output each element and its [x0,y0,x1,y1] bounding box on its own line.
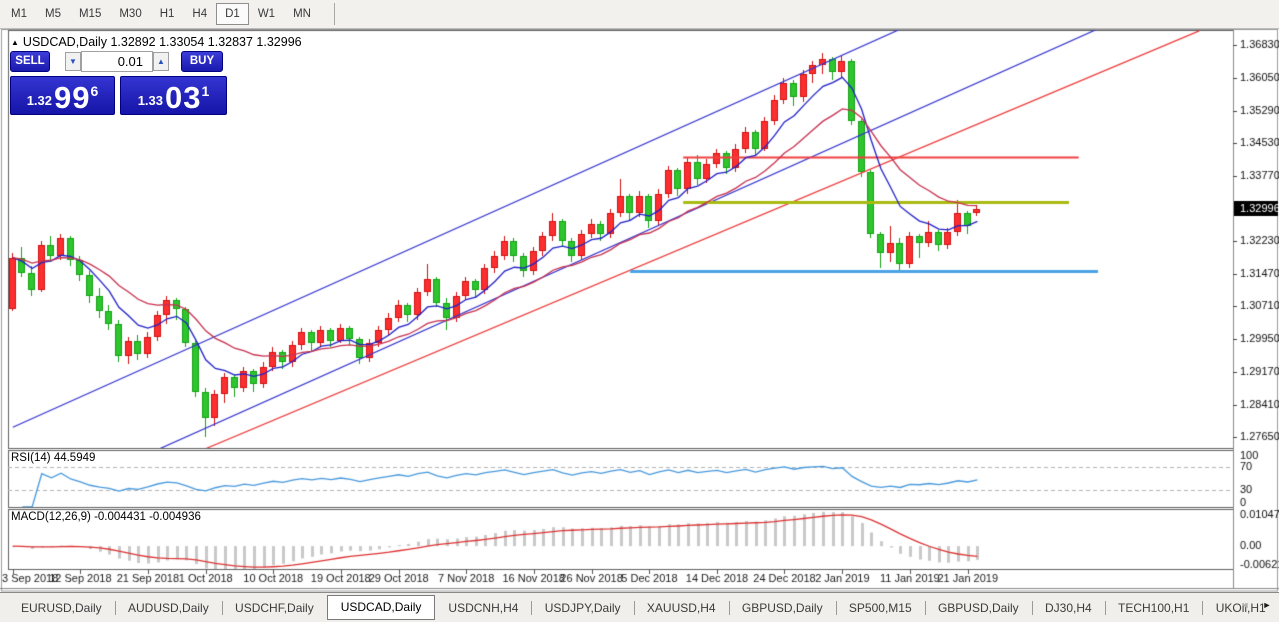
sell-price-main: 99 [54,80,91,115]
tf-button-w1[interactable]: W1 [257,8,276,20]
chart-symbol-label: USDCAD,Daily [22,35,107,49]
tab-gbpusd-daily[interactable]: GBPUSD,Daily [741,600,823,615]
collapse-panel-icon[interactable]: ▲ [11,38,19,47]
tf-button-m1[interactable]: M1 [11,8,27,20]
chart-title: ▲ USDCAD,Daily 1.32892 1.33054 1.32837 1.… [11,35,302,49]
tab-xauusd-h4[interactable]: XAUUSD,H4 [646,600,716,615]
chart-tabs-bar: EURUSD,Daily AUDUSD,Daily USDCHF,Daily U… [0,592,1279,622]
tab-eurusd-daily[interactable]: EURUSD,Daily [21,600,102,615]
volume-input[interactable]: 0.01 [81,50,153,72]
tf-button-m15[interactable]: M15 [78,8,102,20]
volume-stepper: ▼ 0.01 ▲ [65,50,169,72]
rsi-indicator-label: RSI(14) 44.5949 [11,452,96,464]
chart-ohlc-values: 1.32892 1.33054 1.32837 1.32996 [110,35,302,49]
tab-ukoil-h1[interactable]: UKOil,H1 [1215,600,1266,615]
volume-down-icon[interactable]: ▼ [65,51,81,71]
tab-tech100-h1[interactable]: TECH100,H1 [1118,600,1190,615]
buy-button[interactable]: BUY [181,50,223,72]
tab-usdcnh-h4[interactable]: USDCNH,H4 [448,600,519,615]
sell-price-panel[interactable]: 1.32 99 6 [10,76,115,115]
macd-indicator-label: MACD(12,26,9) -0.004431 -0.004936 [11,511,201,523]
tab-dj30-h4[interactable]: DJ30,H4 [1044,600,1092,615]
tf-button-h1[interactable]: H1 [159,8,175,20]
buy-price-pip: 1 [201,83,210,99]
timeframe-toolbar: M1 M5 M15 M30 H1 H4 D1 W1 MN [0,0,1279,29]
buy-price-prefix: 1.33 [137,93,164,108]
one-click-trading-panel: SELL ▼ 0.01 ▲ BUY 1.32 99 6 1.33 03 1 [10,50,229,115]
sell-price-prefix: 1.32 [26,93,53,108]
sell-price-pip: 6 [90,83,99,99]
tf-button-mn[interactable]: MN [293,8,311,20]
sell-button[interactable]: SELL [10,50,50,72]
tab-gbpusd-daily-2[interactable]: GBPUSD,Daily [937,600,1019,615]
tab-audusd-daily[interactable]: AUDUSD,Daily [128,600,209,615]
tab-scroll-buttons: ◄ ► [1238,600,1274,610]
tab-usdcad-daily[interactable]: USDCAD,Daily [326,594,436,620]
tab-sp500-m15[interactable]: SP500,M15 [848,600,912,615]
buy-price-panel[interactable]: 1.33 03 1 [120,76,227,115]
volume-up-icon[interactable]: ▲ [153,51,169,71]
tab-usdchf-daily[interactable]: USDCHF,Daily [235,600,314,615]
tab-scroll-right-icon[interactable]: ► [1262,600,1272,610]
tf-button-m30[interactable]: M30 [119,8,142,20]
tab-scroll-left-icon[interactable]: ◄ [1240,600,1250,610]
tab-usdjpy-daily[interactable]: USDJPY,Daily [544,600,621,615]
toolbar-separator [333,3,335,25]
buy-price-main: 03 [165,80,202,115]
tf-button-m5[interactable]: M5 [44,8,61,20]
tf-button-d1[interactable]: D1 [216,3,249,25]
tf-button-h4[interactable]: H4 [192,8,208,20]
